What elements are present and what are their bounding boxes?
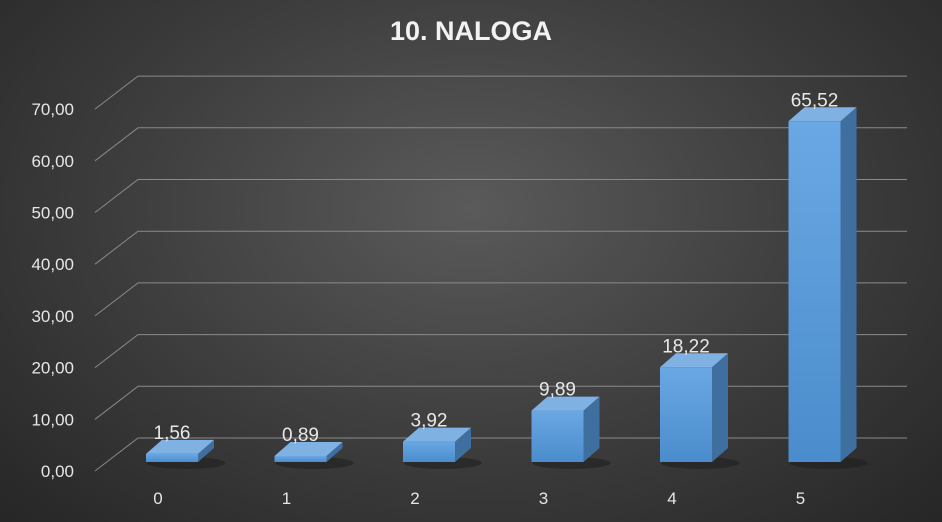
bar-front [531,410,584,462]
y-axis-ticks: 0,00 10,00 20,00 30,00 40,00 50,00 60,00 70,00 [31,100,74,481]
grid-line [94,179,907,213]
bar [146,439,214,462]
grid-line [94,230,907,265]
bar [660,353,728,462]
bar [274,442,343,462]
bar-top [660,353,728,368]
y-tick-label: 20,00 [31,359,74,378]
bars [146,107,857,463]
y-tick-label: 60,00 [31,152,74,171]
x-category-label: 4 [667,489,676,508]
x-axis-categories: 0 1 2 3 4 5 [153,489,805,508]
y-tick-label: 70,00 [31,100,74,119]
data-label: 65,52 [791,90,839,111]
y-tick-label: 50,00 [31,204,74,223]
grid-line [94,334,907,368]
y-tick-label: 40,00 [31,255,74,274]
bar-top [403,427,471,442]
grid-line [94,437,907,472]
grid-line [94,282,907,317]
data-labels: 1,56 0,89 3,92 9,89 18,22 65,52 [154,90,839,446]
x-category-label: 0 [153,489,162,508]
bar [403,427,471,462]
bar-shadows [147,457,868,469]
data-label: 0,89 [282,425,319,446]
data-label: 9,89 [539,380,576,401]
x-category-label: 2 [410,489,419,508]
data-label: 1,56 [154,423,191,444]
grid-line [94,75,907,110]
bar-top [788,107,857,122]
bar-side [326,442,343,462]
y-tick-label: 30,00 [31,307,74,326]
y-tick-label: 10,00 [31,410,74,429]
bar-side [198,439,214,462]
y-tick-label: 0,00 [41,462,74,481]
bar-front [788,121,841,463]
data-label: 3,92 [411,411,448,432]
data-label: 18,22 [662,336,710,357]
x-category-label: 5 [796,489,805,508]
grid-line [94,127,907,162]
bar [531,396,600,462]
bar-side [712,353,728,462]
bar-side [840,107,857,463]
bar-top [274,442,343,456]
bar-front [660,367,712,462]
bar [788,107,857,463]
bar-side [455,427,471,462]
bar-front [403,441,455,462]
grid-lines [94,75,907,472]
bar-top [146,439,214,454]
bar-top [531,396,600,411]
bar-side [583,396,600,462]
bar-front [146,453,198,462]
bar-front [274,456,327,462]
grid-line [94,385,907,420]
x-category-label: 3 [539,489,548,508]
x-category-label: 1 [282,489,291,508]
chart-title: 10. NALOGA [390,16,552,46]
